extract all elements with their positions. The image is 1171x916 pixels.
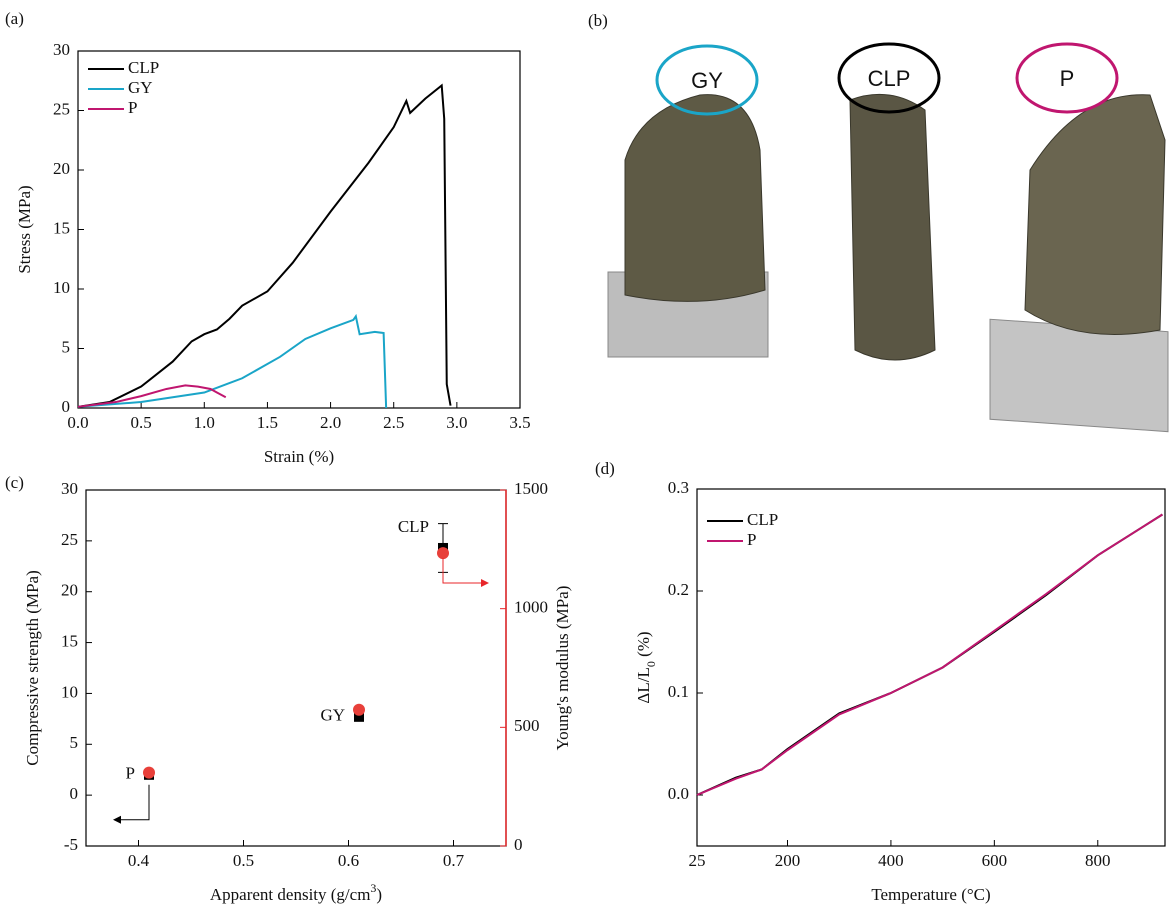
point-label: P bbox=[126, 764, 135, 783]
arrow-head bbox=[113, 816, 121, 824]
legend-label: P bbox=[128, 98, 137, 117]
point-label: CLP bbox=[398, 517, 429, 536]
y-tick-label: 30 bbox=[61, 479, 78, 498]
x-label: Temperature (°C) bbox=[871, 885, 990, 904]
y-tick-label: 5 bbox=[62, 337, 71, 356]
y-tick-label: 0.2 bbox=[668, 580, 689, 599]
y-label: ΔL/L0 (%) bbox=[634, 631, 658, 703]
y-label: Compressive strength (MPa) bbox=[23, 570, 42, 765]
y-tick-label: 0.3 bbox=[668, 478, 689, 497]
point-circle bbox=[143, 767, 155, 779]
y-label: Stress (MPa) bbox=[15, 185, 34, 273]
sample-label: GY bbox=[691, 68, 723, 93]
series-line bbox=[78, 385, 226, 406]
y2-label: Young's modulus (MPa) bbox=[553, 586, 572, 751]
x-tick-label: 0.5 bbox=[233, 851, 254, 870]
y-tick-label: 20 bbox=[53, 159, 70, 178]
x-tick-label: 0.0 bbox=[67, 413, 88, 432]
x-tick-label: 3.0 bbox=[446, 413, 467, 432]
legend-label: GY bbox=[128, 78, 153, 97]
panel-label: (a) bbox=[5, 9, 24, 28]
panel-label: (c) bbox=[5, 473, 24, 492]
series-line bbox=[697, 515, 1162, 796]
y-tick-label: 0.1 bbox=[668, 682, 689, 701]
photo-panel bbox=[608, 94, 1168, 431]
axis-arrow bbox=[119, 785, 149, 820]
y2-tick-label: 0 bbox=[514, 835, 523, 854]
series-line bbox=[697, 515, 1162, 796]
series-line bbox=[78, 86, 451, 407]
y-tick-label: 0.0 bbox=[668, 784, 689, 803]
base-plate bbox=[990, 319, 1168, 431]
figure: (a) 0.0 0.5 1.0 1.5 2.0 2.5 3.0 3.5 0 5 10 15 20 25 30 S… bbox=[0, 0, 1171, 916]
point-label: GY bbox=[320, 706, 345, 725]
point-circle bbox=[353, 704, 365, 716]
x-tick-label: 0.5 bbox=[131, 413, 152, 432]
arrow-head bbox=[481, 579, 489, 587]
panel-label: (b) bbox=[588, 11, 608, 30]
x-tick-label: 200 bbox=[775, 851, 801, 870]
y-tick-label: 0 bbox=[62, 397, 71, 416]
label-part: (%) bbox=[634, 631, 653, 661]
legend-label: P bbox=[747, 530, 756, 549]
y-tick-label: 25 bbox=[53, 99, 70, 118]
sample bbox=[625, 95, 765, 302]
y2-tick-label: 1000 bbox=[514, 598, 548, 617]
y-tick-label: 15 bbox=[61, 631, 78, 650]
sample bbox=[1025, 95, 1165, 335]
x-tick-label: 0.4 bbox=[128, 851, 150, 870]
x-tick-label: 400 bbox=[878, 851, 904, 870]
x-tick-label: 1.0 bbox=[194, 413, 215, 432]
label-part: ) bbox=[376, 885, 382, 904]
legend-label: CLP bbox=[128, 58, 159, 77]
y-tick-label: 10 bbox=[53, 278, 70, 297]
plot-frame bbox=[697, 489, 1165, 846]
y-tick-label: 10 bbox=[61, 682, 78, 701]
x-tick-label: 2.5 bbox=[383, 413, 404, 432]
label-part: Apparent density (g/cm bbox=[210, 885, 371, 904]
x-label: Apparent density (g/cm3) bbox=[210, 881, 382, 904]
sample bbox=[850, 94, 935, 360]
sample-label: CLP bbox=[868, 66, 911, 91]
axis-arrow bbox=[443, 558, 483, 583]
y-tick-label: -5 bbox=[64, 835, 78, 854]
x-tick-label: 600 bbox=[982, 851, 1008, 870]
y-tick-label: 25 bbox=[61, 530, 78, 549]
x-tick-label: 25 bbox=[689, 851, 706, 870]
y-tick-label: 20 bbox=[61, 581, 78, 600]
legend-label: CLP bbox=[747, 510, 778, 529]
x-label: Strain (%) bbox=[264, 447, 334, 466]
plot-frame bbox=[78, 51, 520, 408]
sample-label: P bbox=[1060, 66, 1075, 91]
x-tick-label: 0.7 bbox=[443, 851, 465, 870]
x-tick-label: 800 bbox=[1085, 851, 1111, 870]
y-tick-label: 15 bbox=[53, 218, 70, 237]
x-tick-label: 1.5 bbox=[257, 413, 278, 432]
y2-tick-label: 500 bbox=[514, 716, 540, 735]
y-tick-label: 0 bbox=[70, 784, 79, 803]
label-part: ΔL/L bbox=[634, 667, 653, 703]
x-tick-label: 0.6 bbox=[338, 851, 359, 870]
y-tick-label: 30 bbox=[53, 40, 70, 59]
y2-tick-label: 1500 bbox=[514, 479, 548, 498]
x-tick-label: 3.5 bbox=[509, 413, 530, 432]
y-tick-label: 5 bbox=[70, 733, 79, 752]
point-circle bbox=[437, 547, 449, 559]
x-tick-label: 2.0 bbox=[320, 413, 341, 432]
panel-label: (d) bbox=[595, 459, 615, 478]
